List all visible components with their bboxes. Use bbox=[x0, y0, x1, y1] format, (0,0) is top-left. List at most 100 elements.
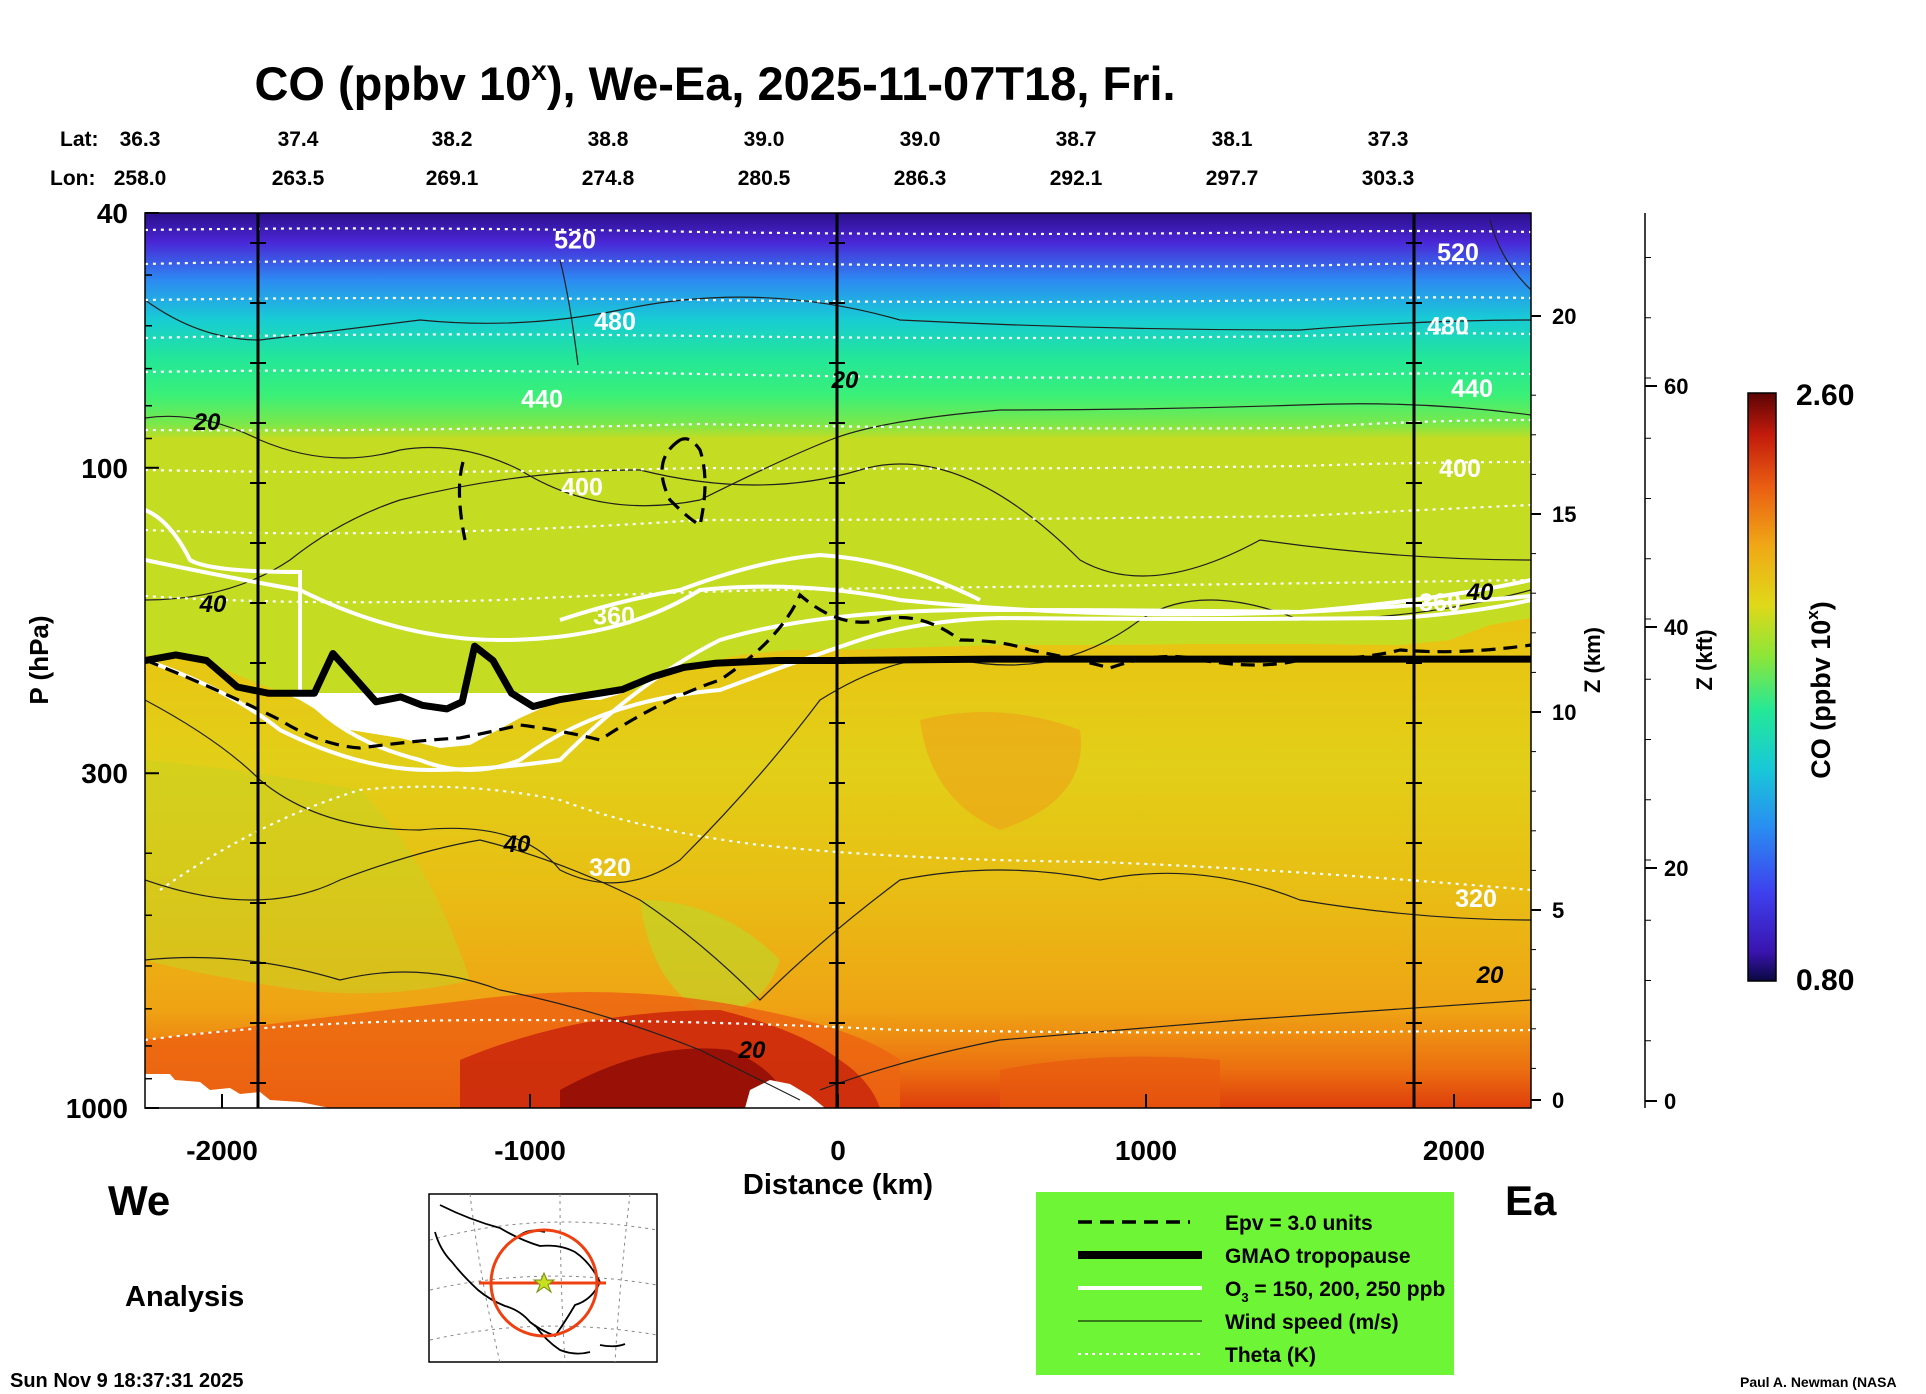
marker-ticks bbox=[250, 242, 1422, 1084]
co-patch-center bbox=[640, 900, 780, 1012]
lon-value: 303.3 bbox=[1362, 167, 1415, 190]
colorbar-min: 0.80 bbox=[1796, 964, 1854, 997]
theta-label: 360 bbox=[593, 602, 635, 630]
legend-wind: Wind speed (m/s) bbox=[1225, 1311, 1399, 1334]
wind-speed-contours bbox=[145, 219, 1531, 1101]
co-patch-west bbox=[145, 760, 470, 994]
theta-label: 360 bbox=[1419, 589, 1461, 617]
legend-epv: Epv = 3.0 units bbox=[1225, 1212, 1373, 1235]
lat-value: 38.7 bbox=[1056, 128, 1097, 151]
z-km-tick-label: 20 bbox=[1552, 304, 1576, 329]
colorbar bbox=[1747, 392, 1777, 982]
lon-value: 280.5 bbox=[738, 167, 791, 190]
z-kft-axis: 60 40 20 0 bbox=[1644, 213, 1688, 1114]
z-km-tick-label: 15 bbox=[1552, 502, 1576, 527]
z-km-axis-label: Z (km) bbox=[1580, 627, 1605, 693]
longitude-values: 258.0 263.5 269.1 274.8 280.5 286.3 292.1 297.7… bbox=[114, 167, 1415, 190]
timestamp: Sun Nov 9 18:37:31 2025 bbox=[10, 1370, 243, 1392]
theta-label: 520 bbox=[554, 227, 596, 255]
lat-value: 39.0 bbox=[744, 128, 785, 151]
z-km-tick-label: 10 bbox=[1552, 700, 1576, 725]
credit: Paul A. Newman (NASA bbox=[1740, 1374, 1897, 1390]
gmao-tropopause bbox=[145, 642, 1531, 713]
lat-value: 37.4 bbox=[278, 128, 319, 151]
theta-contours bbox=[145, 227, 1531, 1042]
z-kft-tick-label: 60 bbox=[1664, 374, 1688, 399]
x-tick-label: -1000 bbox=[494, 1135, 566, 1166]
terrain-mask bbox=[145, 1074, 330, 1108]
z-kft-tick-label: 0 bbox=[1664, 1089, 1676, 1114]
east-end-label: Ea bbox=[1505, 1177, 1557, 1224]
theta-label: 520 bbox=[1437, 239, 1479, 267]
theta-label: 400 bbox=[561, 474, 603, 502]
lon-value: 258.0 bbox=[114, 167, 167, 190]
p-tick-label: 40 bbox=[97, 198, 128, 229]
pressure-axis: 40 100 300 1000 bbox=[66, 198, 159, 1124]
x-tick-label: 1000 bbox=[1115, 1135, 1177, 1166]
x-tick-label: -2000 bbox=[186, 1135, 258, 1166]
lat-value: 39.0 bbox=[900, 128, 941, 151]
wind-label: 40 bbox=[1466, 579, 1494, 606]
theta-label: 440 bbox=[521, 386, 563, 414]
analysis-label: Analysis bbox=[125, 1281, 244, 1313]
colorbar-label: CO (ppbv 10x) bbox=[1803, 601, 1836, 779]
theta-label: 440 bbox=[1451, 375, 1493, 403]
distance-axis: -2000 -1000 0 1000 2000 bbox=[186, 1094, 1485, 1166]
wind-label: 20 bbox=[1476, 962, 1504, 989]
wind-labels: 20 20 40 40 40 20 20 bbox=[193, 367, 1504, 1064]
z-km-axis: 20 15 10 5 0 bbox=[1531, 304, 1576, 1113]
z-kft-tick-label: 20 bbox=[1664, 856, 1688, 881]
wind-label: 20 bbox=[831, 367, 859, 394]
lon-value: 263.5 bbox=[272, 167, 325, 190]
lat-value: 37.3 bbox=[1368, 128, 1409, 151]
terrain-mask-center bbox=[745, 1080, 825, 1108]
pressure-axis-label: P (hPa) bbox=[24, 615, 54, 704]
lat-value: 38.1 bbox=[1212, 128, 1253, 151]
z-km-tick-label: 0 bbox=[1552, 1088, 1564, 1113]
legend-ozone: O3 = 150, 200, 250 ppb bbox=[1225, 1278, 1445, 1305]
co-patch-orange bbox=[920, 712, 1081, 830]
x-tick-label: 2000 bbox=[1423, 1135, 1485, 1166]
latitude-values: 36.3 37.4 38.2 38.8 39.0 39.0 38.7 38.1 37.3 bbox=[120, 128, 1409, 151]
z-kft-axis-label: Z (kft) bbox=[1692, 629, 1717, 690]
ozone-contours bbox=[145, 508, 1531, 773]
theta-labels: 520 520 480 480 440 440 400 400 360 360 320 320 bbox=[521, 227, 1497, 914]
theta-label: 400 bbox=[1439, 455, 1481, 483]
west-end-label: We bbox=[108, 1177, 170, 1224]
wind-label: 20 bbox=[193, 409, 221, 436]
x-tick-label: 0 bbox=[830, 1135, 846, 1166]
lat-value: 38.2 bbox=[432, 128, 473, 151]
theta-label: 480 bbox=[1427, 313, 1469, 341]
lat-row-label: Lat: bbox=[60, 128, 99, 151]
lon-value: 274.8 bbox=[582, 167, 635, 190]
lon-value: 269.1 bbox=[426, 167, 479, 190]
lat-value: 36.3 bbox=[120, 128, 161, 151]
z-km-tick-label: 5 bbox=[1552, 898, 1564, 923]
epv-contour bbox=[145, 437, 1531, 750]
co-boundary-east bbox=[1000, 1056, 1220, 1108]
theta-label: 480 bbox=[594, 308, 636, 336]
p-tick-label: 100 bbox=[81, 453, 128, 484]
wind-label: 20 bbox=[738, 1037, 766, 1064]
legend: Epv = 3.0 units GMAO tropopause O3 = 150… bbox=[1036, 1192, 1454, 1375]
p-tick-label: 1000 bbox=[66, 1093, 128, 1124]
p-tick-label: 300 bbox=[81, 758, 128, 789]
distance-axis-label: Distance (km) bbox=[743, 1169, 933, 1201]
z-kft-tick-label: 40 bbox=[1664, 615, 1688, 640]
theta-label: 320 bbox=[1455, 885, 1497, 913]
lon-value: 292.1 bbox=[1050, 167, 1103, 190]
lon-row-label: Lon: bbox=[50, 167, 95, 190]
lon-value: 297.7 bbox=[1206, 167, 1259, 190]
co-boundary-darkred bbox=[560, 1048, 790, 1108]
wind-label: 40 bbox=[503, 831, 531, 858]
chart-title: CO (ppbv 10x), We-Ea, 2025-11-07T18, Fri… bbox=[254, 55, 1175, 110]
location-inset-map bbox=[428, 1193, 658, 1363]
theta-label: 320 bbox=[589, 854, 631, 882]
lat-value: 38.8 bbox=[588, 128, 629, 151]
wind-label: 40 bbox=[199, 591, 227, 618]
lon-value: 286.3 bbox=[894, 167, 947, 190]
legend-tropopause: GMAO tropopause bbox=[1225, 1245, 1411, 1268]
colorbar-max: 2.60 bbox=[1796, 379, 1854, 412]
